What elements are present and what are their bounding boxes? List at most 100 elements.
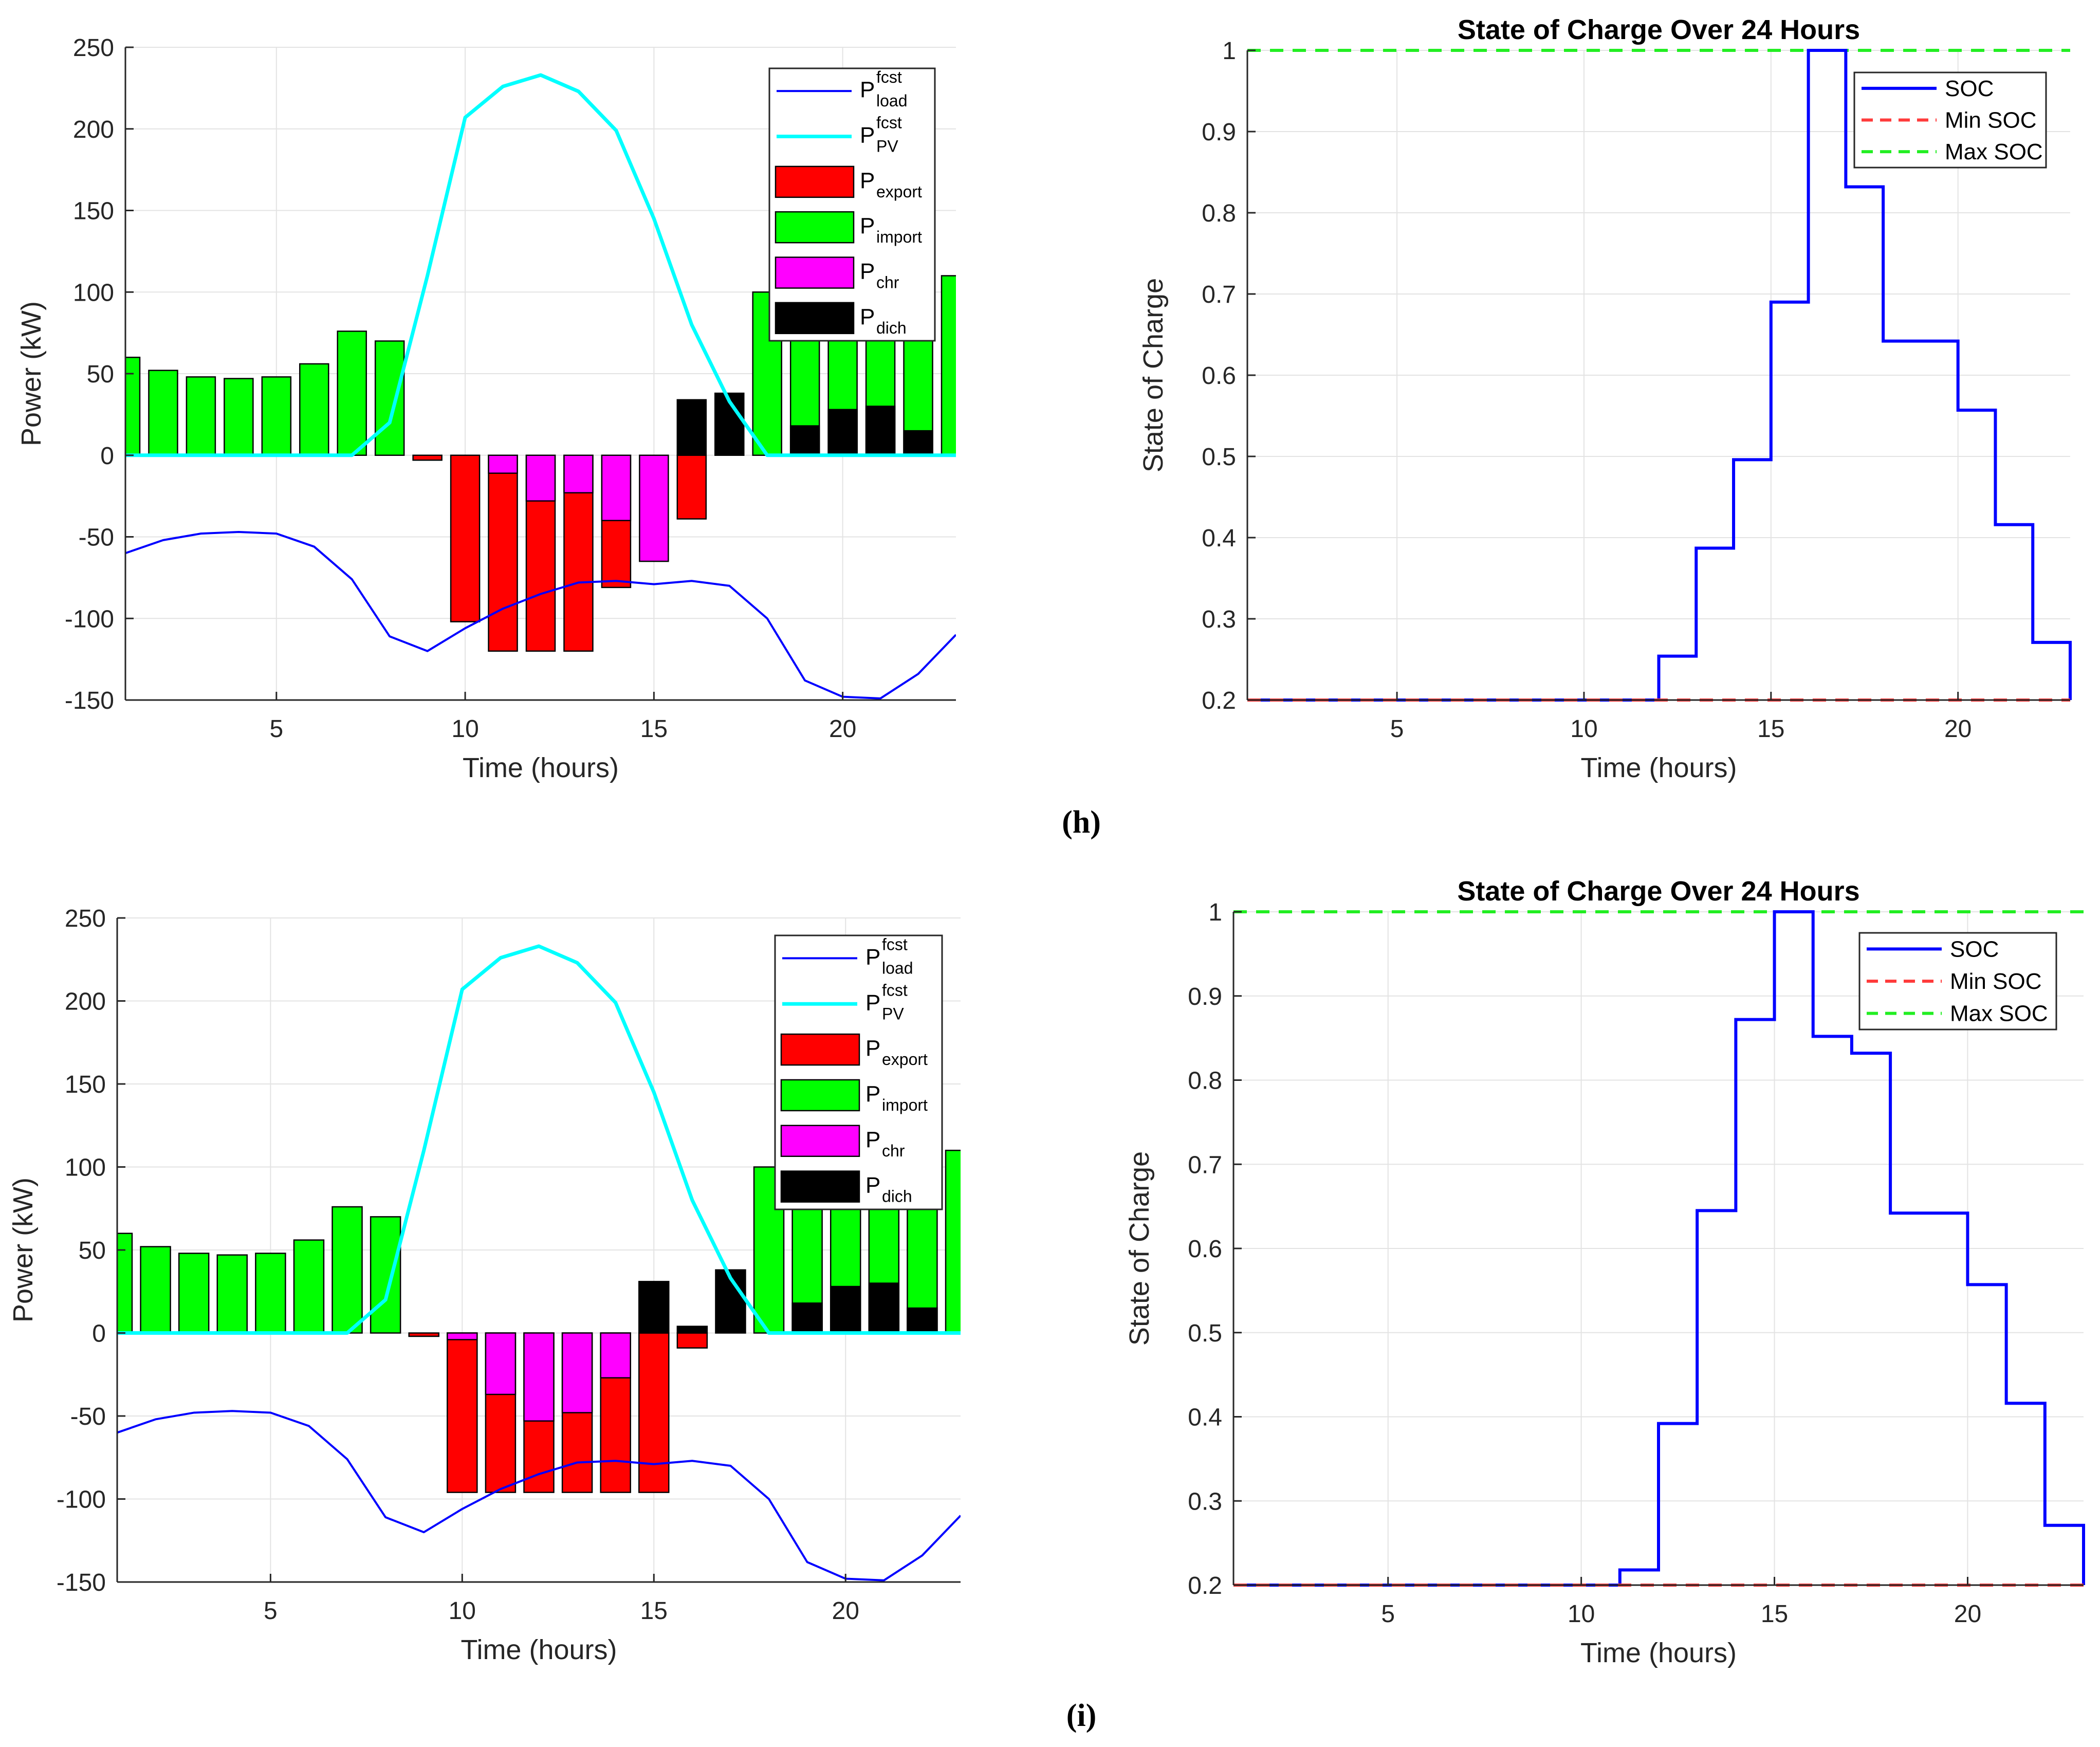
x-tick-label: 10 <box>449 1597 476 1625</box>
bar-dich-h20 <box>827 409 858 456</box>
bar-export-h10 <box>450 454 481 622</box>
y-tick-label: 0.8 <box>1188 1068 1222 1095</box>
bar-chr-h14 <box>600 1332 631 1378</box>
y-tick-label: -50 <box>70 1403 106 1430</box>
y-tick-label: 0.6 <box>1202 362 1236 390</box>
legend-label-pv-sup: fcst <box>876 114 902 132</box>
legend: SOC Min SOC Max SOC <box>1853 71 2047 169</box>
bar-export-h11 <box>488 454 518 652</box>
legend-label-dich-base: P <box>860 304 875 329</box>
y-tick-label: 50 <box>87 361 114 388</box>
y-tick-label: -150 <box>57 1569 106 1596</box>
x-tick-label: 20 <box>1944 715 1972 743</box>
x-tick-label: 20 <box>832 1597 859 1625</box>
bar-dich-h16 <box>676 399 707 456</box>
bar-export-h16 <box>676 1332 708 1349</box>
x-tick-label: 5 <box>1390 715 1404 743</box>
legend-label-pv-base: P <box>860 123 875 148</box>
legend-swatch-import <box>780 1079 860 1112</box>
series-line-pv <box>125 73 956 457</box>
bar-import-h4 <box>216 1254 248 1334</box>
legend-label-load-sup: fcst <box>876 68 902 86</box>
x-tick-label: 20 <box>1954 1601 1981 1628</box>
legend-label-load-base: P <box>860 77 875 102</box>
bar-dich-h22 <box>903 430 933 456</box>
chart-title: State of Charge Over 24 Hours <box>1457 876 1859 907</box>
legend-label-min_soc: Min SOC <box>1950 969 2041 994</box>
bar-import-h23 <box>941 275 956 456</box>
x-tick-label: 20 <box>829 715 856 743</box>
y-tick-label: 50 <box>79 1237 106 1264</box>
y-tick-label: 0.2 <box>1202 687 1236 714</box>
y-tick-label: 1 <box>1222 38 1236 65</box>
bar-import-h6 <box>299 363 329 456</box>
chart-i-soc: 5 10 15 20 0.2 0.3 0.4 0.5 0.6 0.7 0.8 0.9 1 Time (ho… <box>1124 876 2085 1668</box>
bar-import-h5 <box>261 376 292 456</box>
bar-dich-h15 <box>638 1281 670 1334</box>
legend-label-max_soc: Max SOC <box>1945 139 2043 164</box>
x-axis-label: Time (hours) <box>463 752 619 783</box>
bar-import-h7 <box>331 1206 363 1334</box>
legend-label-chr-sub: chr <box>876 273 899 292</box>
y-tick-label: 150 <box>73 198 114 225</box>
bar-chr-h10 <box>447 1332 478 1340</box>
series-line-load <box>125 530 956 700</box>
y-tick-label: -100 <box>65 605 114 633</box>
bar-chr-h14 <box>601 454 632 521</box>
legend-swatch-export <box>780 1033 860 1066</box>
y-tick-label: 0.7 <box>1188 1151 1222 1179</box>
x-tick-label: 10 <box>1570 715 1597 743</box>
bar-dich-h19 <box>791 1302 823 1334</box>
legend-label-chr-sub: chr <box>882 1142 905 1160</box>
legend-label-import-base: P <box>860 213 875 238</box>
y-tick-label: 0.7 <box>1202 281 1236 308</box>
y-tick-label: 250 <box>65 905 106 932</box>
bar-import-h8 <box>370 1216 401 1334</box>
y-tick-label: 0 <box>100 443 114 470</box>
legend-swatch-chr <box>775 256 855 289</box>
y-tick-label: 100 <box>73 279 114 306</box>
legend-label-load-base: P <box>865 944 880 969</box>
bar-import-h23 <box>945 1149 961 1334</box>
bar-chr-h11 <box>488 454 518 474</box>
x-tick-label: 10 <box>451 715 478 743</box>
legend-label-pv-sub: PV <box>876 137 898 156</box>
y-tick-label: 250 <box>73 34 114 62</box>
y-tick-label: -150 <box>65 687 114 714</box>
bar-import-h2 <box>140 1246 171 1334</box>
x-tick-label: 5 <box>269 715 283 743</box>
y-tick-label: 0.4 <box>1188 1404 1222 1431</box>
legend-label-chr-base: P <box>865 1127 880 1152</box>
legend-label-soc: SOC <box>1950 936 1999 962</box>
bar-export-h9 <box>412 454 443 461</box>
y-tick-label: 0.8 <box>1202 200 1236 227</box>
bar-dich-h19 <box>789 425 820 456</box>
legend-label-load-sub: load <box>882 959 913 977</box>
bar-import-h7 <box>337 330 367 456</box>
bar-chr-h12 <box>523 1332 555 1422</box>
x-axis-label: Time (hours) <box>460 1634 617 1665</box>
chart-i-power: 5 10 15 20 -150 -100 -50 0 50 100 150 200 250 Time (h… <box>8 905 961 1665</box>
panel-label-h: (h) <box>1062 805 1101 840</box>
bar-dich-h20 <box>830 1285 861 1334</box>
legend-label-chr-base: P <box>860 259 875 284</box>
y-tick-label: -100 <box>57 1486 106 1514</box>
legend-label-export-sub: export <box>876 182 922 201</box>
bar-import-h3 <box>178 1253 210 1334</box>
panel-label-i: (i) <box>1066 1698 1097 1733</box>
bar-dich-h16 <box>676 1326 708 1334</box>
legend-label-min_soc: Min SOC <box>1945 108 2036 133</box>
series-line-load <box>117 1410 961 1582</box>
x-tick-label: 15 <box>1761 1601 1788 1628</box>
y-tick-label: 0.6 <box>1188 1236 1222 1263</box>
x-tick-label: 10 <box>1568 1601 1595 1628</box>
legend-box <box>768 67 936 342</box>
bar-import-h3 <box>186 376 216 456</box>
x-tick-label: 15 <box>640 1597 668 1625</box>
legend-swatch-dich <box>775 302 855 335</box>
y-tick-label: 0 <box>92 1320 106 1348</box>
legend-label-dich-sub: dich <box>876 319 907 337</box>
chart-h-power: 5 10 15 20 -150 -100 -50 0 50 100 150 200 250 Time (h… <box>16 34 956 783</box>
